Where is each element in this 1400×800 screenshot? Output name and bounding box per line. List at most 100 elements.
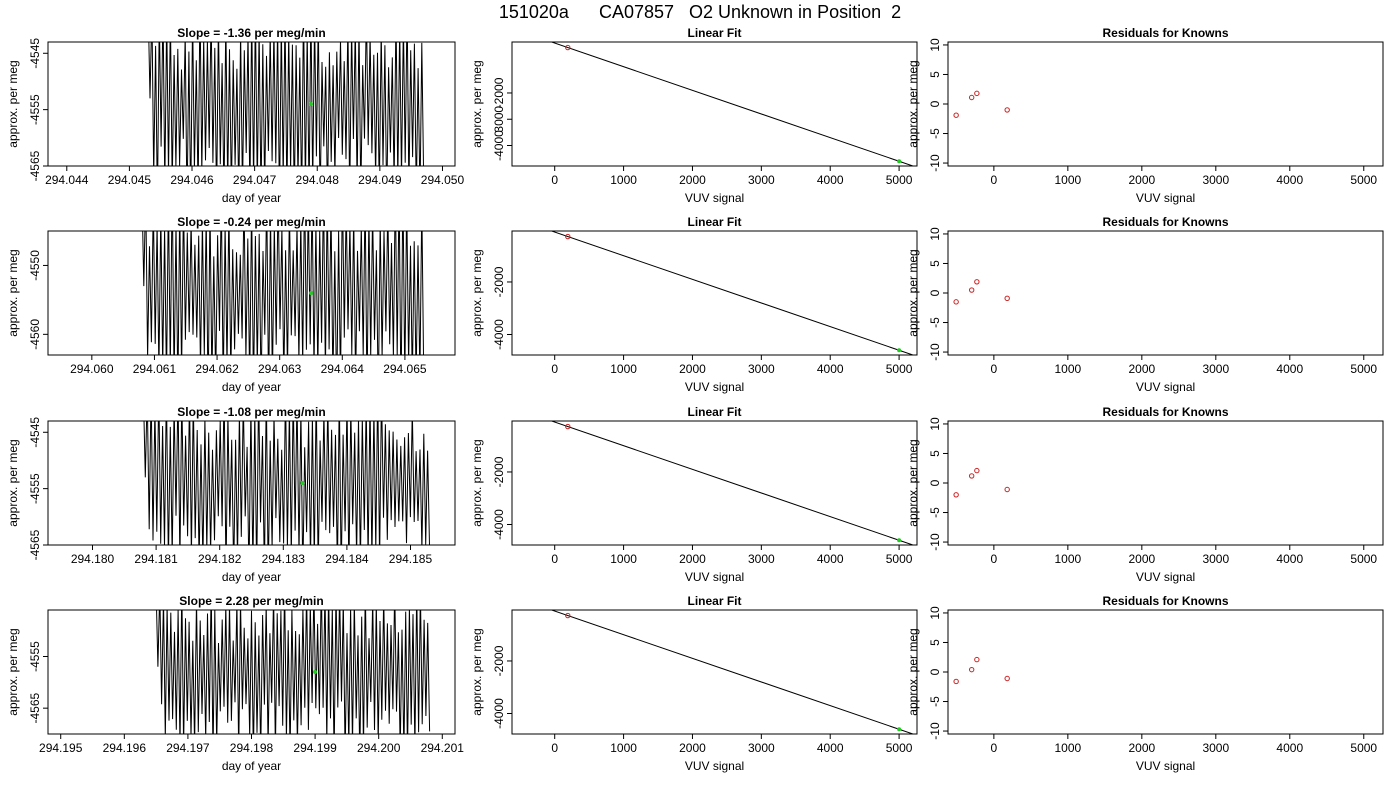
known-point (565, 44, 571, 51)
x-tick-label: 2000 (679, 552, 706, 566)
y-tick-label: -4560 (28, 319, 42, 350)
x-tick-label: 5000 (886, 173, 913, 187)
chart-panel-residuals-2: Residuals for Knowns 0 1000 2000 3000 4000 500… (906, 405, 1384, 584)
residual-point (1004, 107, 1010, 113)
y-axis-label: approx. per meg (906, 60, 920, 147)
x-tick-label: 294.198 (230, 741, 274, 755)
x-tick-label: 5000 (886, 362, 913, 376)
data-layer (550, 610, 914, 734)
x-tick-label: 294.181 (134, 552, 178, 566)
residual-point (953, 299, 959, 305)
x-tick-label: 294.195 (39, 741, 83, 755)
y-axis-label: approx. per meg (470, 249, 484, 336)
fit-line (550, 42, 914, 166)
y-tick-label: -4555 (28, 473, 42, 504)
chart-panel-fit-1: Linear Fit 0 1000 2000 3000 4000 5000 -2000 -400… (470, 215, 918, 394)
chart-panel-timeseries-1: Slope = -0.24 per meg/min 294.060 294.061 2… (6, 215, 456, 394)
y-axis-label: approx. per meg (470, 439, 484, 526)
y-axis-label: approx. per meg (906, 249, 920, 336)
x-tick-label: 0 (551, 741, 558, 755)
x-tick-label: 5000 (1350, 173, 1377, 187)
panel-title: Linear Fit (687, 26, 741, 40)
plot-frame (511, 609, 918, 735)
x-axis-label: VUV signal (685, 380, 744, 394)
x-tick-label: 294.060 (70, 362, 114, 376)
unknown-point (897, 159, 902, 164)
y-axis-label: approx. per meg (6, 249, 20, 336)
data-layer (953, 279, 1010, 305)
x-tick-label: 3000 (1202, 552, 1229, 566)
series-line (142, 231, 424, 355)
y-tick-label: -4555 (28, 94, 42, 125)
x-tick-label: 3000 (1202, 362, 1229, 376)
series-line (156, 610, 431, 734)
x-tick-label: 3000 (748, 741, 775, 755)
known-point (536, 35, 540, 39)
residual-point (974, 467, 980, 474)
residual-point (968, 287, 975, 293)
known-point (515, 407, 519, 411)
y-tick-label: 0 (928, 289, 942, 296)
data-layer (148, 42, 424, 166)
x-tick-label: 294.046 (170, 173, 214, 187)
residual-point (1004, 675, 1010, 682)
y-tick-label: -5 (928, 507, 942, 518)
x-tick-label: 294.182 (198, 552, 242, 566)
x-tick-label: 4000 (1276, 741, 1303, 755)
x-tick-label: 294.048 (296, 173, 340, 187)
x-tick-label: 1000 (610, 741, 637, 755)
fit-line (550, 231, 914, 355)
y-axis-label: approx. per meg (906, 628, 920, 715)
x-tick-label: 0 (991, 173, 998, 187)
chart-panel-timeseries-0: Slope = -1.36 per meg/min 294.044 294.045 2… (6, 26, 464, 205)
x-tick-label: 1000 (1054, 173, 1081, 187)
data-layer (143, 421, 430, 545)
x-tick-label: 0 (551, 362, 558, 376)
plot-frame (947, 41, 1384, 167)
x-tick-label: 2000 (1128, 552, 1155, 566)
known-point (565, 233, 571, 240)
unknown-marker (313, 670, 318, 674)
panel-title: Linear Fit (687, 405, 741, 419)
known-point (530, 412, 534, 416)
panel-title: Residuals for Knowns (1102, 405, 1228, 419)
y-tick-label: -4550 (28, 250, 42, 281)
y-tick-label: -5 (928, 696, 942, 707)
y-tick-label: 5 (928, 450, 942, 457)
panel-title: Linear Fit (687, 594, 741, 608)
y-axis-label: approx. per meg (6, 60, 20, 147)
plot-frame (511, 230, 918, 356)
x-tick-label: 294.061 (133, 362, 177, 376)
plot-frame (511, 41, 918, 167)
y-axis-label: approx. per meg (906, 439, 920, 526)
chart-panel-residuals-0: Residuals for Knowns 0 1000 2000 3000 4000 500… (906, 26, 1384, 205)
y-tick-label: 3000 (492, 106, 506, 133)
data-layer (142, 231, 424, 355)
residual-point (968, 94, 975, 101)
panel-title: Linear Fit (687, 215, 741, 229)
panel-title: Slope = -0.24 per meg/min (177, 215, 325, 229)
x-tick-label: 294.064 (321, 362, 365, 376)
y-tick-label: 0 (928, 100, 942, 107)
known-point (515, 217, 519, 221)
unknown-point (897, 538, 902, 543)
y-tick-label: -10 (928, 343, 942, 361)
x-tick-label: 0 (551, 173, 558, 187)
x-tick-label: 0 (991, 362, 998, 376)
x-tick-label: 1000 (610, 362, 637, 376)
x-axis-label: day of year (222, 570, 281, 584)
chart-panel-timeseries-3: Slope = 2.28 per meg/min 294.195 294.196 29… (6, 594, 464, 773)
x-tick-label: 294.049 (358, 173, 402, 187)
y-tick-label: 5 (928, 260, 942, 267)
y-tick-label: -4565 (28, 150, 42, 181)
x-tick-label: 294.196 (103, 741, 147, 755)
data-layer (953, 90, 1010, 118)
x-tick-label: 294.185 (389, 552, 433, 566)
y-tick-label: 10 (928, 417, 942, 431)
chart-panel-residuals-3: Residuals for Knowns 0 1000 2000 3000 4000 500… (906, 594, 1384, 773)
x-axis-label: VUV signal (1136, 759, 1195, 773)
plot-frame (47, 41, 456, 167)
x-tick-label: 3000 (1202, 741, 1229, 755)
